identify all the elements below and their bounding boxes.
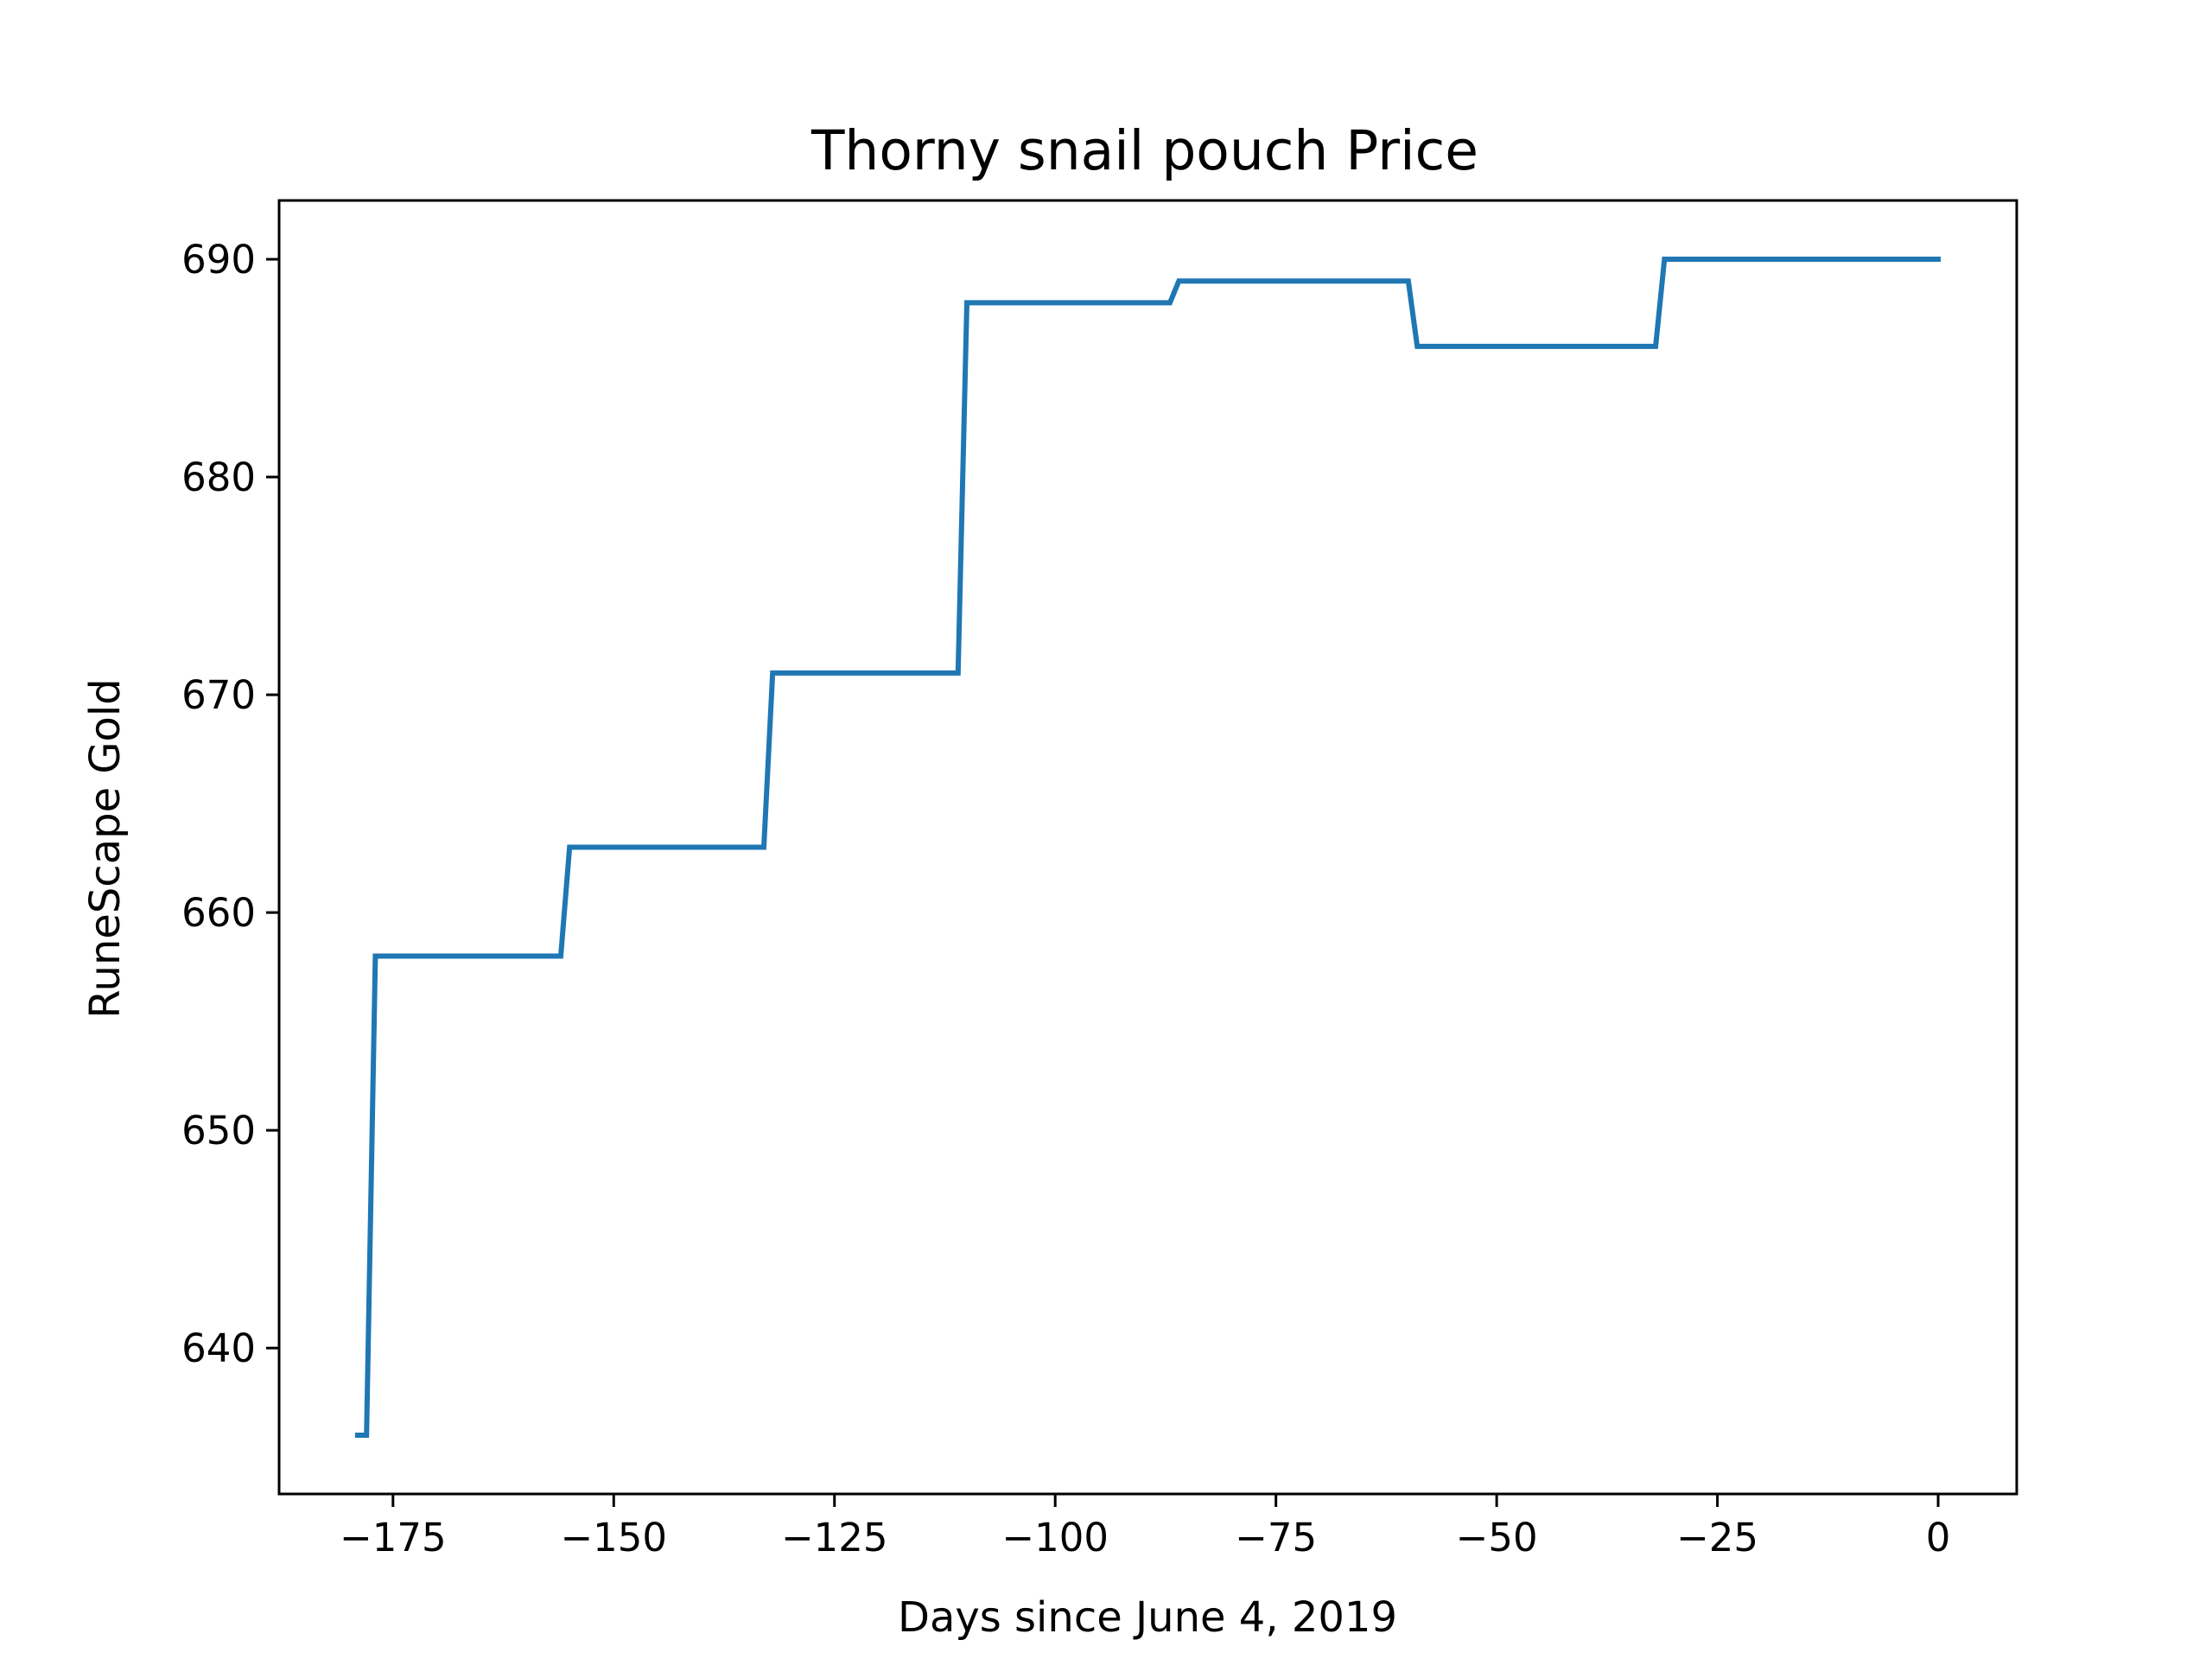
x-tick-label: −100 bbox=[1001, 1515, 1109, 1560]
plot-frame bbox=[277, 199, 2018, 1496]
x-tick-label: −125 bbox=[781, 1515, 888, 1560]
y-tick-label: 640 bbox=[181, 1325, 256, 1371]
x-tick-label: 0 bbox=[1926, 1515, 1951, 1560]
x-tick-label: −25 bbox=[1676, 1515, 1758, 1560]
x-tick-label: −50 bbox=[1456, 1515, 1538, 1560]
y-tick-label: 670 bbox=[181, 672, 256, 718]
chart-title: Thorny snail pouch Price bbox=[810, 119, 1478, 182]
plot-area bbox=[354, 257, 1942, 1438]
y-axis-title: RuneScape Gold bbox=[81, 678, 130, 1018]
x-tick-label: −175 bbox=[340, 1515, 447, 1560]
y-tick-label: 680 bbox=[181, 454, 256, 500]
y-tick-label: 660 bbox=[181, 890, 256, 936]
x-tick-label: −150 bbox=[560, 1515, 667, 1560]
series-line-0 bbox=[354, 257, 1942, 1438]
y-tick-label: 650 bbox=[181, 1108, 256, 1154]
x-tick-label: −75 bbox=[1235, 1515, 1317, 1560]
y-tick-label: 690 bbox=[181, 237, 256, 283]
x-axis-title: Days since June 4, 2019 bbox=[898, 1593, 1397, 1642]
x-axis: −175 −150 −125 −100 −75 −50 −25 0 bbox=[340, 1494, 1950, 1560]
y-axis: 640 650 660 670 680 690 bbox=[181, 237, 279, 1371]
